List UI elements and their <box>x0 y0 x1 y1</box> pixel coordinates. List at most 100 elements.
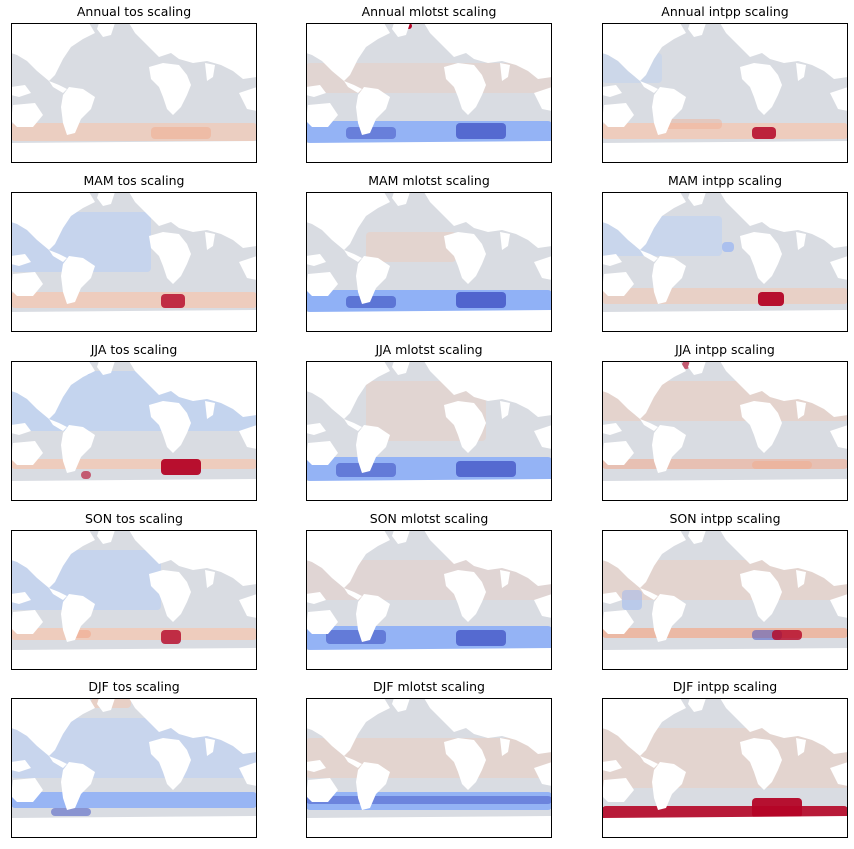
land-antarctica <box>602 141 848 163</box>
scaling-anomaly <box>81 471 91 479</box>
panel-frame <box>306 698 552 838</box>
land-australia <box>602 272 634 296</box>
scaling-anomaly <box>161 294 185 308</box>
land-australia <box>306 103 338 127</box>
land-south-america <box>61 87 95 135</box>
land-europe-asia <box>424 23 552 79</box>
land-indonesia <box>11 592 31 604</box>
land-india <box>500 738 510 756</box>
land-europe-asia <box>720 530 848 586</box>
land-australia-east <box>830 256 848 280</box>
land-indonesia <box>11 760 31 772</box>
land-central-america <box>640 250 658 262</box>
land-australia <box>11 272 43 296</box>
scaling-anomaly <box>11 123 257 141</box>
panel-title: DJF intpp scaling <box>672 679 778 694</box>
land-north-america <box>306 361 390 419</box>
land-australia <box>306 778 338 802</box>
scaling-map <box>11 698 257 838</box>
panel-frame <box>602 23 848 163</box>
land-africa <box>740 232 782 284</box>
land-australia-east <box>239 762 257 786</box>
land-indonesia <box>306 760 326 772</box>
scaling-anomaly <box>366 232 456 262</box>
land-africa <box>740 738 782 790</box>
land-africa <box>740 570 782 622</box>
land-europe-asia <box>720 698 848 754</box>
land-central-america <box>49 81 67 93</box>
land-central-america <box>344 756 362 768</box>
land-australia-east <box>534 762 552 786</box>
land-central-america <box>344 81 362 93</box>
land-indonesia <box>306 592 326 604</box>
scaling-anomaly <box>456 630 506 646</box>
land-australia-east <box>534 87 552 111</box>
land-north-america <box>306 192 390 250</box>
land-antarctica <box>306 141 552 163</box>
land-south-america <box>652 594 686 642</box>
land-europe-asia <box>129 23 257 79</box>
land-europe-asia <box>129 698 257 754</box>
land-australia <box>602 441 634 465</box>
land-greenland <box>688 192 706 206</box>
land-indonesia <box>602 760 622 772</box>
land-south-america <box>356 256 390 304</box>
panel-frame <box>11 361 257 501</box>
scaling-map <box>306 192 552 332</box>
scaling-map <box>11 361 257 501</box>
land-australia-east <box>830 594 848 618</box>
land-australia-east <box>239 425 257 449</box>
scaling-anomaly <box>306 796 552 804</box>
land-north-america <box>306 530 390 588</box>
land-north-america <box>11 698 95 756</box>
scaling-map <box>602 530 848 670</box>
land-africa <box>444 232 486 284</box>
land-antarctica <box>602 648 848 670</box>
land-australia <box>306 441 338 465</box>
land-antarctica <box>602 310 848 332</box>
scaling-map <box>602 23 848 163</box>
land-africa <box>444 63 486 115</box>
land-australia <box>11 778 43 802</box>
land-europe-asia <box>424 192 552 248</box>
scaling-anomaly <box>306 560 552 600</box>
land-india <box>500 232 510 250</box>
land-india <box>796 401 806 419</box>
land-south-america <box>356 87 390 135</box>
land-australia-east <box>534 256 552 280</box>
land-australia-east <box>239 87 257 111</box>
scaling-anomaly <box>722 242 734 252</box>
land-australia <box>11 103 43 127</box>
land-greenland <box>392 530 410 544</box>
scaling-anomaly <box>161 630 181 644</box>
scaling-anomaly <box>346 127 396 139</box>
land-greenland <box>97 23 115 37</box>
scaling-anomaly <box>456 292 506 308</box>
land-antarctica <box>11 479 257 501</box>
land-north-america <box>306 698 390 756</box>
land-antarctica <box>11 310 257 332</box>
panel-title: JJA intpp scaling <box>675 342 775 357</box>
land-antarctica <box>306 816 552 838</box>
land-north-america <box>602 192 686 250</box>
land-india <box>500 570 510 588</box>
land-australia <box>306 272 338 296</box>
scaling-map <box>602 192 848 332</box>
land-antarctica <box>11 141 257 163</box>
land-india <box>796 63 806 81</box>
land-indonesia <box>11 423 31 435</box>
land-india <box>205 63 215 81</box>
land-africa <box>444 401 486 453</box>
scaling-anomaly <box>346 296 396 308</box>
land-india <box>205 401 215 419</box>
panel-title: MAM tos scaling <box>83 173 185 188</box>
land-central-america <box>640 81 658 93</box>
land-greenland <box>97 530 115 544</box>
land-central-america <box>640 756 658 768</box>
land-indonesia <box>306 254 326 266</box>
land-india <box>205 738 215 756</box>
land-south-america <box>61 425 95 473</box>
land-indonesia <box>306 85 326 97</box>
land-north-america <box>11 361 95 419</box>
land-europe-asia <box>129 361 257 417</box>
